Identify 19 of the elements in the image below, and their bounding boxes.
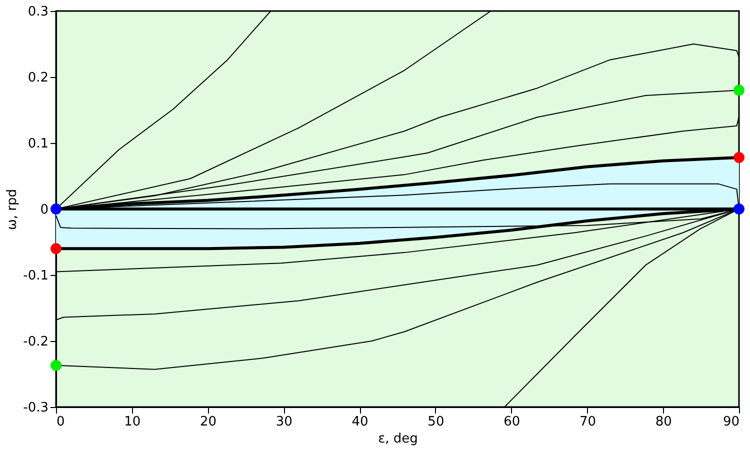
y-axis-title: ω, rpd — [5, 189, 20, 230]
x-tick-label: 20 — [200, 414, 217, 430]
y-tick-label: 0 — [40, 202, 48, 218]
y-tick-label: 0.1 — [28, 136, 48, 152]
y-tick-label: -0.2 — [23, 334, 48, 350]
y-tick-label: 0.2 — [28, 70, 48, 86]
x-tick-label: 10 — [124, 414, 141, 430]
y-tick-label: -0.3 — [23, 400, 48, 416]
x-tick-label: 30 — [276, 414, 292, 430]
x-tick-label: 80 — [655, 414, 672, 430]
x-tick-label: 60 — [504, 414, 520, 430]
x-tick-label: 90 — [722, 414, 740, 430]
x-tick-label: 70 — [579, 414, 596, 430]
x-axis-title: ε, deg — [378, 432, 418, 446]
y-tick-label: -0.1 — [23, 268, 48, 284]
x-tick-label: 0 — [56, 414, 65, 430]
x-tick-label: 40 — [352, 414, 368, 430]
y-tick-label: 0.3 — [28, 4, 48, 20]
x-tick-label: 50 — [428, 414, 444, 430]
